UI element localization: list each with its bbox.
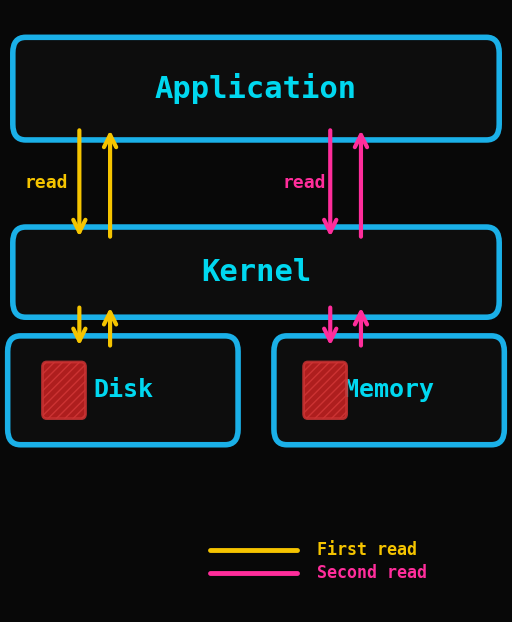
FancyBboxPatch shape — [42, 362, 86, 419]
FancyBboxPatch shape — [304, 362, 347, 419]
Text: Application: Application — [155, 73, 357, 104]
Text: read: read — [25, 175, 68, 192]
FancyBboxPatch shape — [13, 227, 499, 317]
Text: Second read: Second read — [317, 565, 428, 582]
Text: Memory: Memory — [344, 378, 434, 402]
Text: Disk: Disk — [93, 378, 153, 402]
FancyBboxPatch shape — [13, 37, 499, 140]
Text: First read: First read — [317, 542, 417, 559]
Text: Kernel: Kernel — [201, 258, 311, 287]
Text: read: read — [283, 175, 326, 192]
FancyBboxPatch shape — [8, 336, 238, 445]
FancyBboxPatch shape — [274, 336, 504, 445]
